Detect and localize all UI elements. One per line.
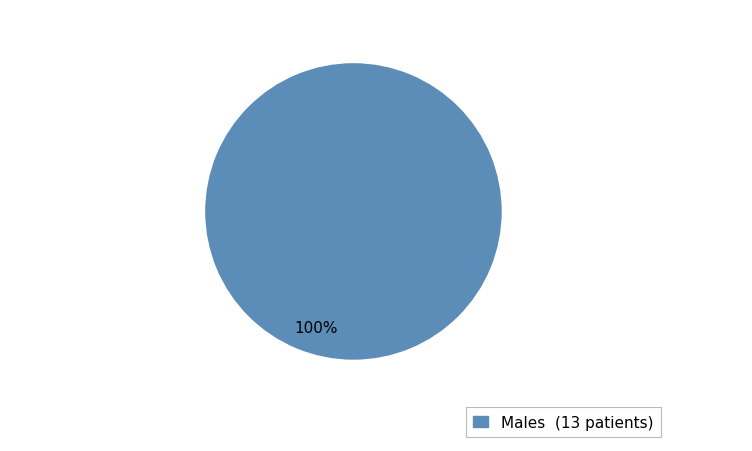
Wedge shape xyxy=(205,64,502,360)
Legend: Males  (13 patients): Males (13 patients) xyxy=(465,407,661,437)
Text: 100%: 100% xyxy=(295,320,338,335)
